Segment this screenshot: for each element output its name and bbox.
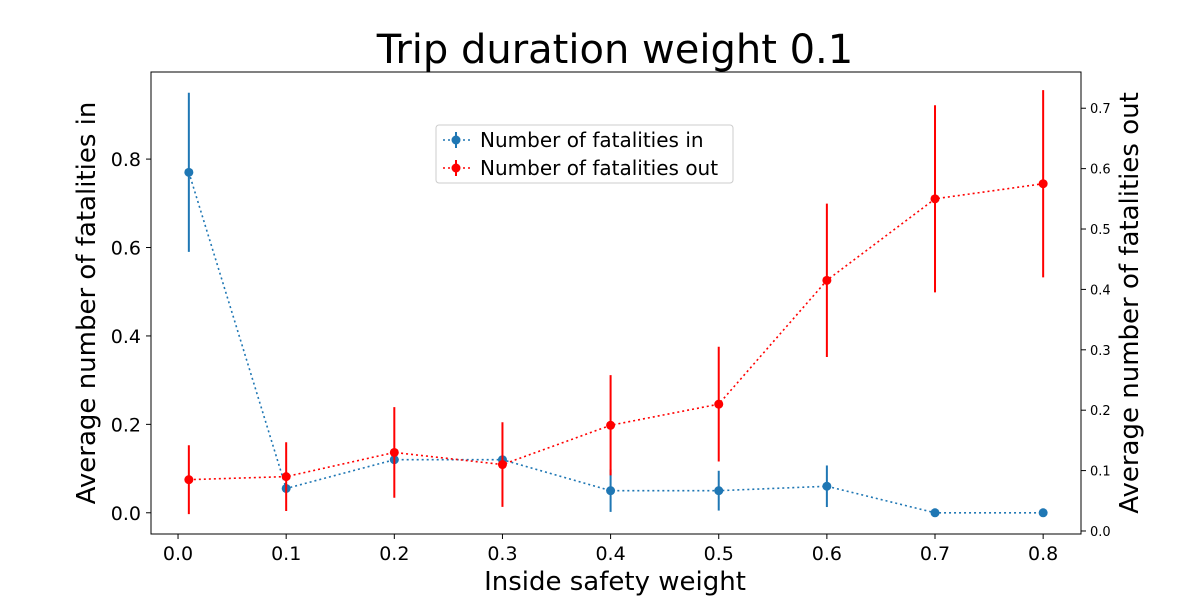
series-out-point bbox=[1038, 179, 1048, 189]
y-right-tick-label: 0.5 bbox=[1090, 223, 1111, 238]
y-axis-left-ticks: 0.0 0.2 0.4 0.6 0.8 bbox=[111, 149, 151, 525]
y-right-tick-label: 0.6 bbox=[1090, 163, 1111, 178]
legend-label-in: Number of fatalities in bbox=[480, 128, 704, 152]
y-right-tick-label: 0.3 bbox=[1090, 344, 1111, 359]
x-tick-label: 0.2 bbox=[379, 543, 409, 565]
y-left-tick-label: 0.0 bbox=[111, 503, 141, 525]
y-axis-right-ticks: 0.0 0.1 0.2 0.3 0.4 0.5 0.6 0.7 bbox=[1081, 102, 1111, 540]
x-axis-ticks: 0.0 0.1 0.2 0.3 0.4 0.5 0.6 0.7 0.8 bbox=[163, 534, 1058, 565]
x-tick-label: 0.1 bbox=[271, 543, 301, 565]
legend-marker-in bbox=[451, 135, 461, 145]
series-out-line bbox=[188, 182, 1044, 481]
series-in-point bbox=[606, 486, 616, 496]
y-right-tick-label: 0.7 bbox=[1090, 102, 1111, 117]
y-right-tick-label: 0.2 bbox=[1090, 404, 1111, 419]
y-left-tick-label: 0.2 bbox=[111, 414, 141, 436]
y-left-tick-label: 0.6 bbox=[111, 238, 141, 260]
y-right-tick-label: 0.4 bbox=[1090, 283, 1111, 298]
y-axis-right-label: Average number of fatalities out bbox=[1115, 92, 1145, 514]
series-out-point bbox=[606, 420, 616, 430]
legend-marker-out bbox=[451, 163, 461, 173]
legend: Number of fatalities in Number of fatali… bbox=[435, 124, 734, 184]
plot-frame bbox=[150, 71, 1082, 535]
x-axis-label: Inside safety weight bbox=[484, 567, 746, 597]
legend-box bbox=[435, 124, 734, 184]
x-tick-label: 0.5 bbox=[704, 543, 734, 565]
series-out-point bbox=[714, 399, 724, 409]
series-out-point bbox=[822, 275, 832, 285]
series-out-point bbox=[930, 194, 940, 204]
x-tick-label: 0.0 bbox=[163, 543, 193, 565]
series-in-point bbox=[930, 508, 940, 518]
series-out-point bbox=[281, 472, 291, 482]
y-left-tick-label: 0.8 bbox=[111, 149, 141, 171]
series-layer bbox=[184, 90, 1048, 518]
y-right-tick-label: 0.0 bbox=[1090, 525, 1111, 540]
y-right-tick-label: 0.1 bbox=[1090, 465, 1111, 480]
x-tick-label: 0.4 bbox=[595, 543, 625, 565]
x-tick-label: 0.3 bbox=[487, 543, 517, 565]
series-in bbox=[184, 92, 1048, 518]
series-out-point bbox=[497, 460, 507, 470]
series-in-point bbox=[714, 486, 724, 496]
series-in-point bbox=[184, 167, 194, 177]
x-tick-label: 0.8 bbox=[1028, 543, 1058, 565]
series-out-point bbox=[389, 447, 399, 457]
series-out-point bbox=[184, 475, 194, 485]
x-tick-label: 0.7 bbox=[920, 543, 950, 565]
series-in-line bbox=[188, 172, 1044, 514]
chart-title: Trip duration weight 0.1 bbox=[376, 27, 853, 73]
legend-entry-in bbox=[443, 132, 470, 148]
y-left-tick-label: 0.4 bbox=[111, 326, 141, 348]
series-in-point bbox=[822, 481, 832, 491]
series-out bbox=[184, 90, 1048, 515]
legend-entry-out bbox=[443, 160, 470, 176]
legend-label-out: Number of fatalities out bbox=[480, 156, 718, 180]
y-axis-left-label: Average number of fatalities in bbox=[72, 102, 102, 505]
x-tick-label: 0.6 bbox=[812, 543, 842, 565]
series-in-point bbox=[1038, 508, 1048, 518]
